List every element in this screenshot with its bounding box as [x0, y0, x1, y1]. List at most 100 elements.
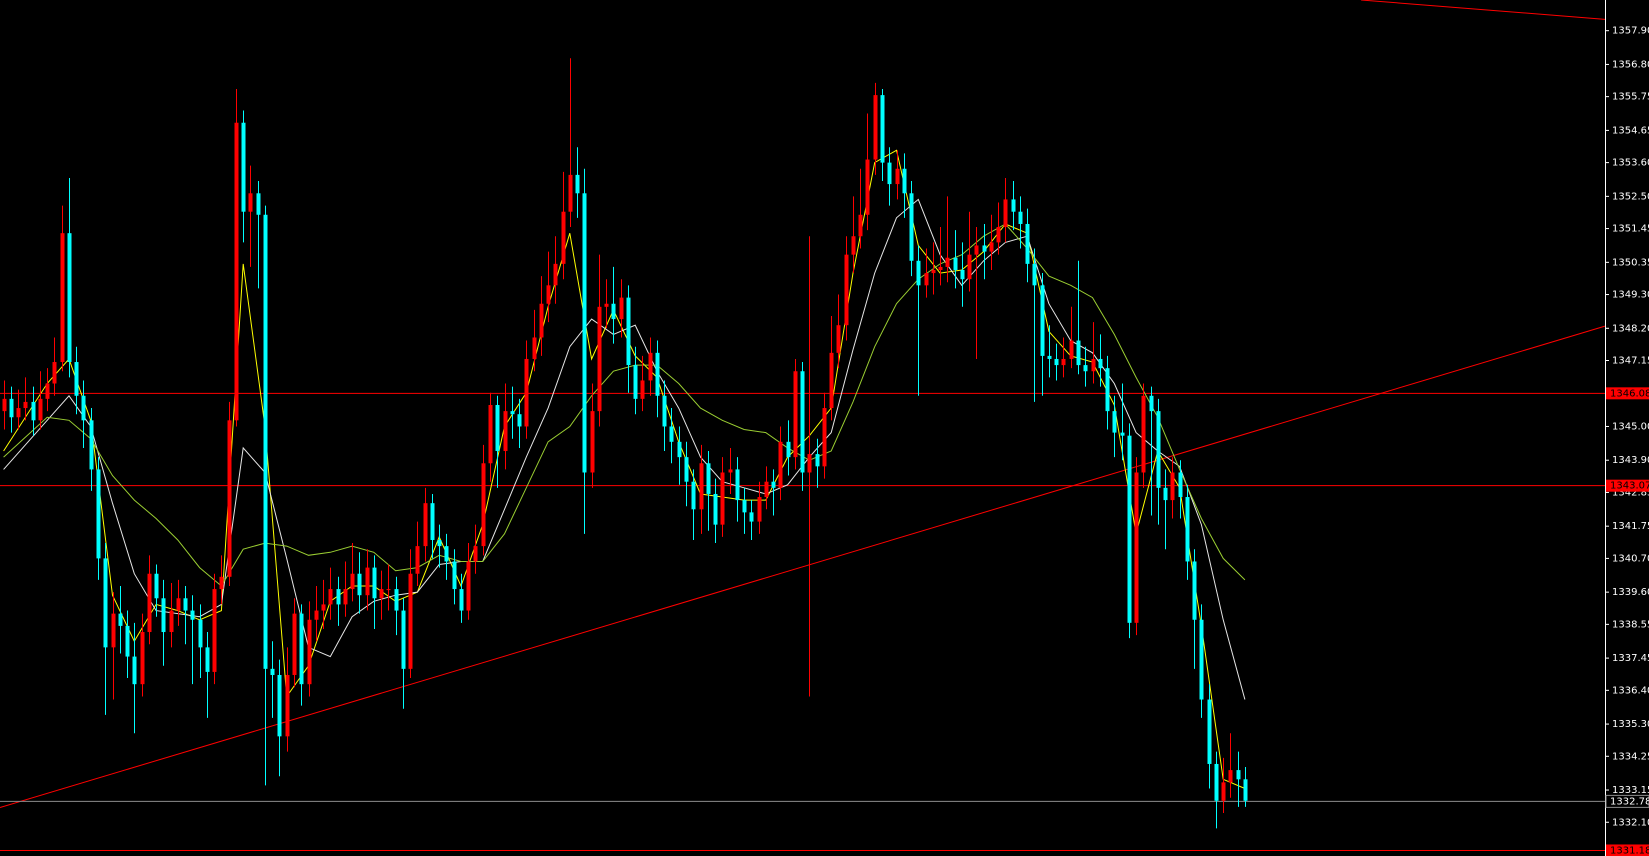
- candle-body: [691, 481, 696, 510]
- candle-body: [198, 619, 203, 648]
- y-tick-label: 1355.75: [1612, 92, 1649, 103]
- candle-body: [655, 352, 660, 396]
- candle-body: [662, 395, 667, 427]
- y-tick-label: 1357.90: [1612, 26, 1649, 37]
- candle-body: [815, 454, 820, 467]
- y-tick-label: 1332.10: [1612, 817, 1649, 828]
- candle-body: [234, 122, 239, 421]
- candle-body: [176, 598, 181, 611]
- candle-body: [38, 398, 43, 421]
- candle-body: [640, 380, 645, 399]
- candle-body: [328, 589, 333, 605]
- candle-body: [1098, 358, 1103, 369]
- y-tick-label: 1334.25: [1612, 751, 1649, 762]
- candle-body: [720, 472, 725, 525]
- candle-body: [408, 573, 413, 669]
- y-tick-label: 1338.55: [1612, 619, 1649, 630]
- candle-body: [16, 408, 21, 418]
- candle-body: [1141, 395, 1146, 473]
- candle-body: [132, 656, 137, 685]
- candle-body: [1105, 368, 1110, 412]
- y-tick-label: 1342.85: [1612, 487, 1649, 498]
- candle-body: [989, 242, 994, 252]
- candle-body: [103, 558, 108, 648]
- candle-body: [67, 233, 72, 363]
- candle-body: [953, 257, 958, 270]
- y-tick-label: 1335.30: [1612, 719, 1649, 730]
- candle-body: [2, 398, 7, 412]
- candle-body: [1170, 472, 1175, 501]
- candle-body: [924, 273, 929, 286]
- candle-body: [1228, 770, 1233, 783]
- candle-body: [633, 365, 638, 399]
- candle-body: [503, 411, 508, 452]
- candle-body: [263, 214, 268, 669]
- candle-body: [793, 371, 798, 458]
- candle-body: [1120, 432, 1125, 436]
- candle-body: [212, 589, 217, 672]
- candle-body: [829, 352, 834, 409]
- y-tick-label: 1339.60: [1612, 587, 1649, 598]
- candle-body: [1243, 779, 1248, 801]
- candle-body: [466, 561, 471, 611]
- candle-body: [778, 441, 783, 488]
- candle-body: [111, 613, 116, 648]
- candle-body: [597, 306, 602, 412]
- y-tick-label: 1350.35: [1612, 257, 1649, 268]
- candle-body: [169, 610, 174, 633]
- y-tick-label: 1340.70: [1612, 553, 1649, 564]
- candle-body: [350, 573, 355, 590]
- candle-body: [1018, 211, 1023, 224]
- candle-body: [1112, 411, 1117, 433]
- candle-body: [190, 610, 195, 620]
- candle-body: [1156, 411, 1161, 488]
- price-level-box: [1606, 844, 1649, 856]
- candle-body: [539, 303, 544, 338]
- candle-body: [1192, 561, 1197, 620]
- candle-body: [459, 589, 464, 611]
- candle-body: [1185, 497, 1190, 562]
- candle-body: [1236, 770, 1241, 780]
- candle-body: [1040, 285, 1045, 356]
- candle-body: [430, 503, 435, 540]
- candle-body: [357, 573, 362, 596]
- candle-body: [619, 297, 624, 320]
- candle-body: [575, 174, 580, 194]
- candle-body: [386, 589, 391, 591]
- price-level-box: [1606, 479, 1649, 492]
- candle-body: [967, 254, 972, 280]
- candle-body: [1134, 472, 1139, 623]
- candle-body: [343, 589, 348, 605]
- candle-body: [807, 454, 812, 473]
- candle-body: [786, 441, 791, 458]
- candle-body: [728, 469, 733, 473]
- y-tick-label: 1345.00: [1612, 421, 1649, 432]
- candle-body: [1003, 199, 1008, 228]
- candle-body: [757, 497, 762, 522]
- candle-body: [437, 539, 442, 547]
- candle-body: [887, 162, 892, 185]
- y-tick-label: 1349.30: [1612, 290, 1649, 301]
- candle-body: [677, 441, 682, 458]
- candle-body: [960, 269, 965, 280]
- trendline: [1361, 0, 1606, 20]
- y-tick-label: 1353.60: [1612, 158, 1649, 169]
- candle-body: [851, 236, 856, 255]
- candle-body: [611, 303, 616, 320]
- candle-body: [684, 457, 689, 482]
- candle-body: [125, 625, 130, 657]
- candle-body: [96, 469, 101, 559]
- candle-body: [1199, 619, 1204, 700]
- candle-body: [1207, 699, 1212, 764]
- candle-body: [1091, 358, 1096, 372]
- y-tick-label: 1333.15: [1612, 785, 1649, 796]
- candle-body: [510, 411, 515, 415]
- candle-body: [771, 481, 776, 488]
- candle-body: [452, 561, 457, 590]
- candle-body: [669, 426, 674, 442]
- candle-body: [1163, 487, 1168, 501]
- candle-body: [140, 632, 145, 685]
- candle-body: [205, 647, 210, 672]
- candle-body: [873, 95, 878, 160]
